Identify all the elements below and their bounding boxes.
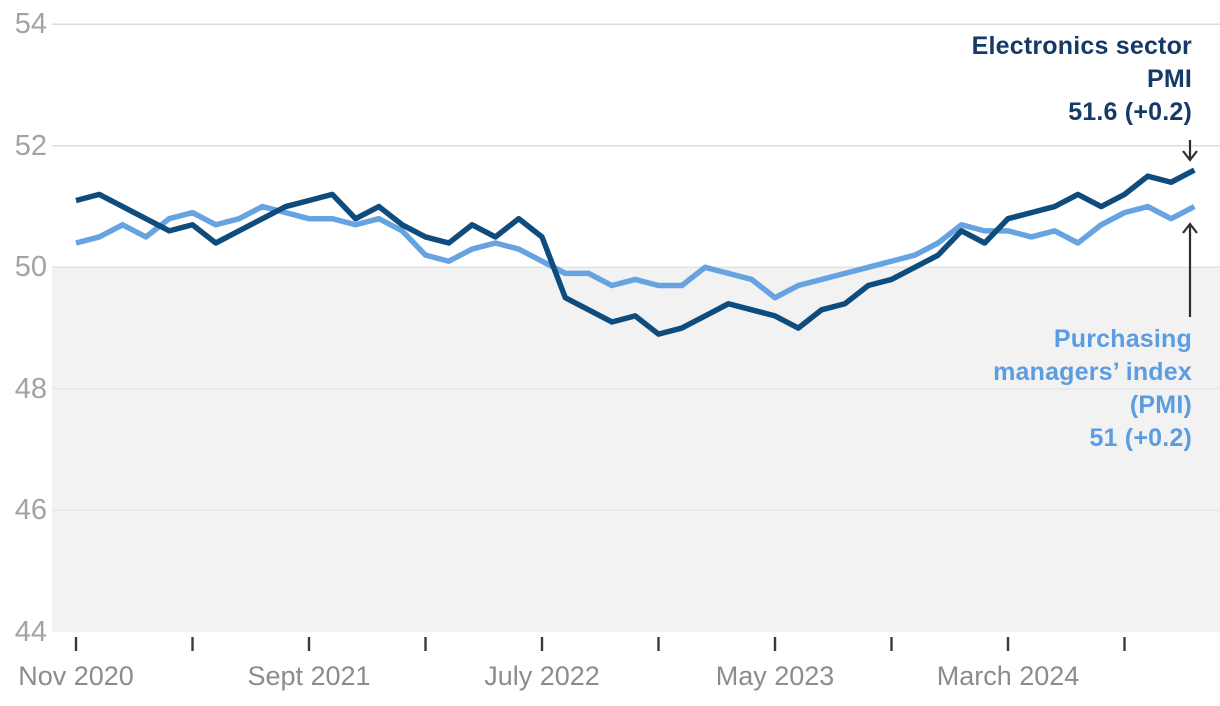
down-arrow-icon bbox=[1182, 150, 1198, 162]
x-axis-label: July 2022 bbox=[484, 661, 600, 691]
x-axis-label: Nov 2020 bbox=[18, 661, 134, 691]
electronics-series-line bbox=[75, 167, 1196, 337]
x-axis-label: Sept 2021 bbox=[247, 661, 371, 691]
y-axis-label: 44 bbox=[14, 616, 47, 648]
y-axis-label: 54 bbox=[14, 8, 47, 40]
up-arrow-icon bbox=[1182, 222, 1198, 234]
electronics-annotation-line: PMI bbox=[1146, 65, 1192, 93]
electronics-annotation-line: Electronics sector bbox=[971, 32, 1192, 60]
pmi-annotation: Purchasing managers’ index (PMI) 51 (+0.… bbox=[993, 323, 1192, 455]
below-50-band bbox=[52, 267, 1220, 632]
electronics-annotation: Electronics sector PMI 51.6 (+0.2) bbox=[972, 30, 1192, 129]
y-axis-label: 50 bbox=[14, 251, 47, 283]
pmi-annotation-line: managers’ index bbox=[993, 358, 1192, 386]
y-axis-label: 52 bbox=[14, 130, 47, 162]
x-axis-label: May 2023 bbox=[715, 661, 835, 691]
y-axis-label: 46 bbox=[14, 494, 47, 526]
x-axis-label: March 2024 bbox=[936, 661, 1080, 691]
pmi-annotation-line: (PMI) bbox=[1129, 391, 1192, 419]
electronics-annotation-value: 51.6 (+0.2) bbox=[1068, 98, 1192, 126]
pmi-annotation-value: 51 (+0.2) bbox=[1089, 424, 1192, 452]
y-axis-label: 48 bbox=[14, 373, 47, 405]
pmi-series-line bbox=[75, 203, 1196, 301]
pmi-annotation-line: Purchasing bbox=[1053, 325, 1192, 353]
